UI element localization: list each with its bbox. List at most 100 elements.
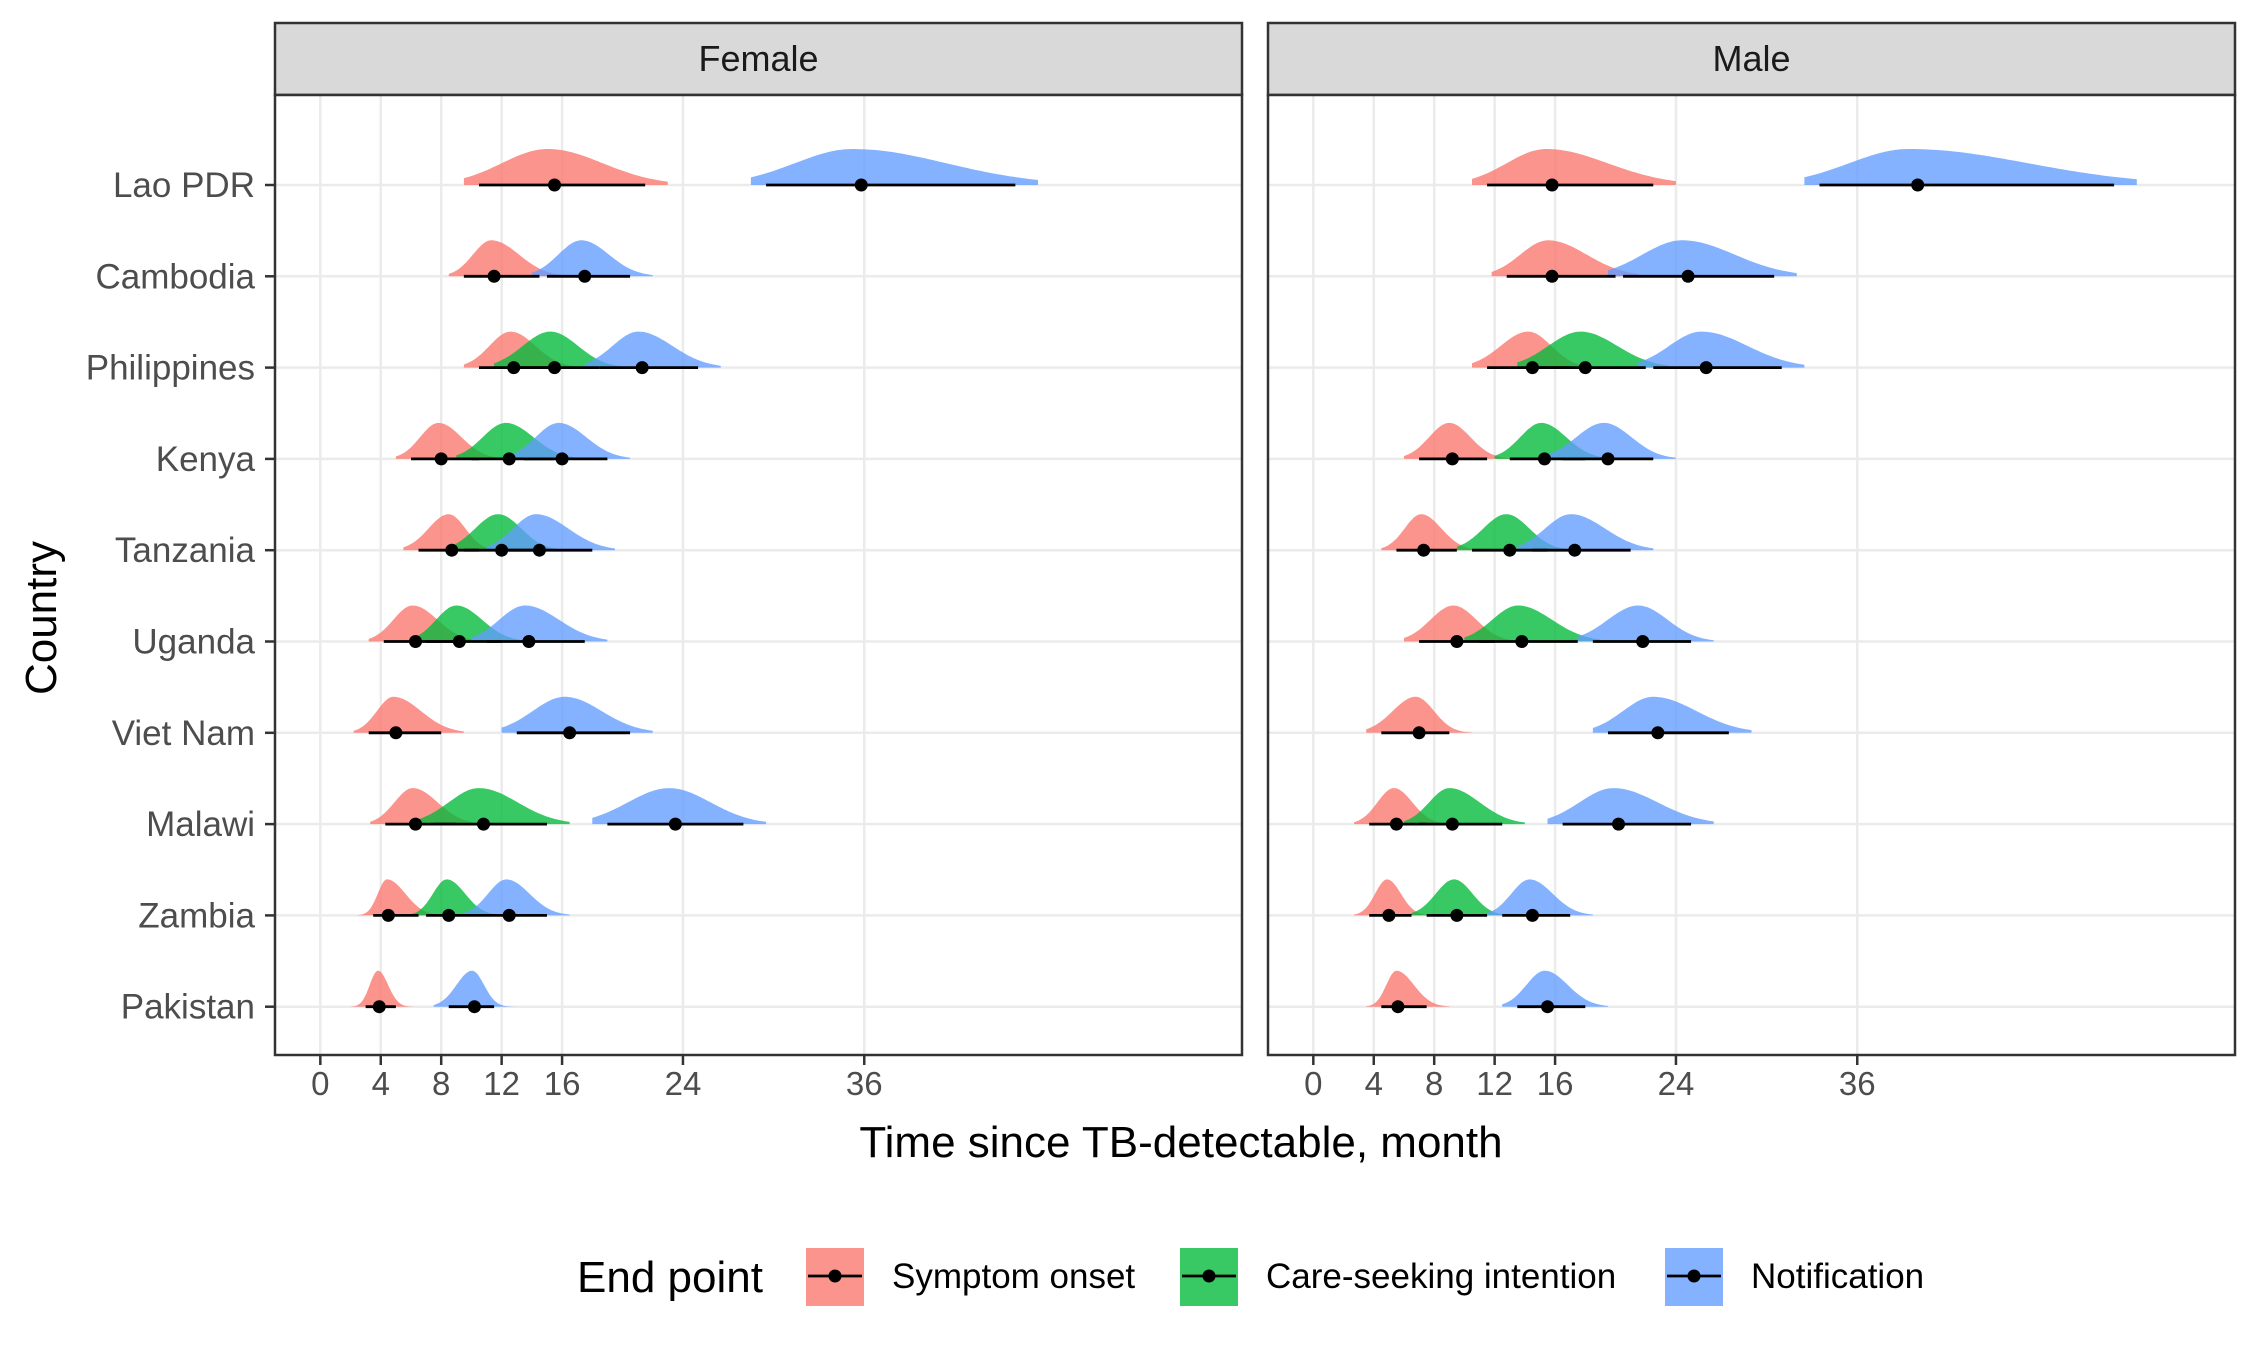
- density-viet-nam-symptom: [353, 696, 464, 733]
- y-tick-label-zambia: Zambia: [138, 896, 255, 935]
- median-point-viet-nam-symptom: [389, 726, 403, 740]
- marks-male: [1354, 149, 2137, 1014]
- density-zambia-symptom: [358, 879, 442, 916]
- y-tick-label-viet-nam: Viet Nam: [112, 714, 255, 753]
- density-viet-nam-symptom: [1366, 696, 1472, 733]
- median-point-zambia-notif: [502, 908, 516, 922]
- density-lao-pdr-notif: [1804, 149, 2137, 185]
- y-tick-label-uganda: Uganda: [132, 623, 255, 662]
- y-tick-label-cambodia: Cambodia: [95, 257, 255, 296]
- density-zambia-notif: [1487, 879, 1593, 916]
- y-tick-label-tanzania: Tanzania: [115, 531, 256, 570]
- median-point-kenya-care: [1538, 452, 1552, 466]
- facet-strip-female: [273, 21, 1244, 97]
- y-tick-label-philippines: Philippines: [86, 349, 255, 388]
- density-lao-pdr-notif: [750, 149, 1038, 185]
- density-pakistan-notif: [1502, 970, 1608, 1007]
- panel-border-female: [273, 93, 1244, 1057]
- median-point-pakistan-symptom: [372, 1000, 386, 1014]
- median-point-zambia-symptom: [381, 908, 395, 922]
- median-point-kenya-care: [502, 452, 516, 466]
- density-zambia-notif: [463, 879, 570, 916]
- panel-female: Female 0 4 8 12 16 24 36 Lao PDR Cambodia Philippi…: [86, 21, 1244, 1102]
- density-philippines-notif: [584, 331, 721, 368]
- density-malawi-care: [1404, 788, 1525, 825]
- y-tick-label-lao-pdr: Lao PDR: [113, 166, 255, 205]
- x-tick-label: 16: [544, 1065, 581, 1102]
- density-tanzania-notif: [486, 514, 615, 551]
- median-point-kenya-symptom: [1445, 452, 1459, 466]
- density-kenya-symptom: [1404, 422, 1510, 459]
- median-point-malawi-care: [477, 817, 491, 831]
- median-point-viet-nam-symptom: [1412, 726, 1426, 740]
- density-cambodia-symptom: [1491, 240, 1639, 277]
- legend-key-point: [1202, 1269, 1216, 1283]
- x-tick-label: 24: [1658, 1065, 1695, 1102]
- y-axis-title: Country: [17, 541, 66, 695]
- median-point-tanzania-symptom: [1417, 543, 1431, 557]
- x-tick-label: 8: [432, 1065, 450, 1102]
- legend-item-notification: Notification: [1665, 1248, 1924, 1306]
- median-point-lao-pdr-notif: [854, 178, 868, 192]
- median-point-tanzania-symptom: [445, 543, 459, 557]
- median-point-cambodia-notif: [578, 269, 592, 283]
- density-uganda-notif: [1577, 605, 1714, 642]
- panels-layer: Female 0 4 8 12 16 24 36 Lao PDR Cambodia Philippi…: [86, 21, 2237, 1102]
- median-point-tanzania-notif: [532, 543, 546, 557]
- median-point-tanzania-notif: [1568, 543, 1582, 557]
- median-point-uganda-care: [452, 635, 466, 648]
- median-point-viet-nam-notif: [1651, 726, 1665, 740]
- median-point-lao-pdr-symptom: [548, 178, 562, 192]
- density-viet-nam-notif: [1592, 696, 1752, 733]
- median-point-uganda-symptom: [1450, 635, 1464, 648]
- median-point-pakistan-symptom: [1391, 1000, 1405, 1014]
- median-point-lao-pdr-symptom: [1545, 178, 1559, 192]
- x-tick-label: 24: [665, 1065, 702, 1102]
- x-tick-label: 36: [846, 1065, 883, 1102]
- median-point-philippines-care: [1578, 361, 1592, 375]
- density-malawi-notif: [1547, 788, 1714, 825]
- median-point-uganda-care: [1515, 635, 1529, 648]
- y-tick-label-pakistan: Pakistan: [121, 988, 255, 1027]
- marks-female: [350, 149, 1038, 1014]
- density-philippines-care: [494, 331, 623, 368]
- median-point-kenya-symptom: [434, 452, 448, 466]
- legend-label-notification: Notification: [1751, 1257, 1924, 1296]
- median-point-zambia-symptom: [1382, 908, 1396, 922]
- density-pakistan-notif: [433, 970, 517, 1007]
- x-tick-label: 0: [311, 1065, 329, 1102]
- median-point-malawi-care: [1445, 817, 1459, 831]
- x-tick-label: 12: [1476, 1065, 1513, 1102]
- median-point-pakistan-notif: [467, 1000, 481, 1014]
- density-tanzania-notif: [1517, 514, 1654, 551]
- median-point-lao-pdr-notif: [1911, 178, 1925, 192]
- median-point-pakistan-notif: [1541, 1000, 1555, 1014]
- density-lao-pdr-symptom: [1472, 149, 1676, 185]
- median-point-kenya-notif: [555, 452, 569, 466]
- density-kenya-notif: [509, 422, 631, 459]
- density-cambodia-notif: [1608, 240, 1797, 277]
- x-tick-label: 16: [1537, 1065, 1574, 1102]
- density-philippines-care: [1517, 331, 1669, 368]
- plot-background-male: [1268, 95, 2235, 1055]
- median-point-malawi-symptom: [1389, 817, 1403, 831]
- density-malawi-notif: [592, 788, 767, 825]
- x-tick-label: 8: [1425, 1065, 1443, 1102]
- density-malawi-symptom: [1354, 788, 1450, 825]
- legend: End point Symptom onset Care-seeking inte…: [577, 1248, 1924, 1306]
- density-uganda-notif: [471, 605, 608, 642]
- density-tanzania-symptom: [403, 514, 502, 551]
- x-tick-label: 12: [483, 1065, 520, 1102]
- median-point-philippines-notif: [1699, 361, 1713, 375]
- density-malawi-care: [418, 788, 570, 825]
- median-point-viet-nam-notif: [563, 726, 577, 740]
- panel-male: Male 0 4 8 12 16 24 36: [1266, 21, 2237, 1102]
- density-pakistan-symptom: [350, 970, 419, 1007]
- x-axis-title: Time since TB-detectable, month: [859, 1118, 1502, 1167]
- legend-key-point: [1687, 1269, 1701, 1283]
- y-tick-label-malawi: Malawi: [146, 805, 255, 844]
- density-pakistan-symptom: [1366, 970, 1450, 1007]
- facet-label-male: Male: [1712, 38, 1790, 79]
- density-zambia-care: [411, 879, 502, 916]
